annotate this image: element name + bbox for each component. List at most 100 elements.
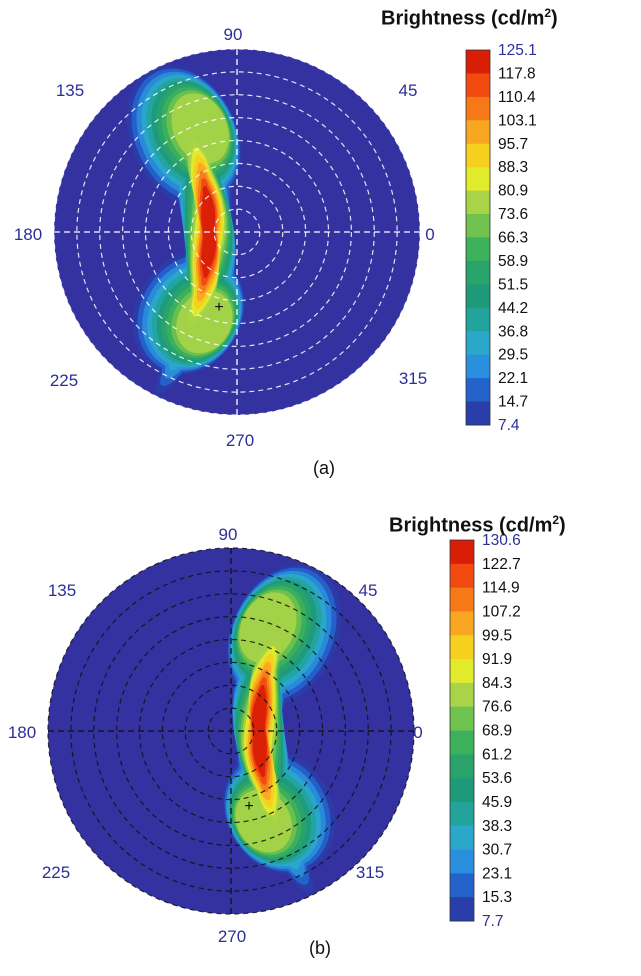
colorbar-tick-label: 114.9 — [482, 580, 520, 597]
angle-label-0: 0 — [413, 723, 422, 742]
marker-plus: + — [214, 299, 223, 316]
colorbar-tick-label: 117.8 — [498, 65, 536, 82]
colorbar-title-b: Brightness (cd/m2) — [389, 513, 566, 537]
colorbar-segment — [466, 143, 490, 168]
contour-group — [223, 564, 342, 893]
marker-plus: + — [244, 798, 253, 815]
colorbar-tick-label: 14.7 — [498, 394, 528, 411]
colorbar-segment — [466, 307, 490, 332]
colorbar-tick-label: 7.7 — [482, 913, 504, 930]
colorbar-segment — [450, 754, 474, 779]
contour-level — [171, 93, 229, 164]
colorbar-tick-label: 53.6 — [482, 770, 512, 787]
angle-label-225: 225 — [42, 863, 70, 882]
colorbar-tick-label: 91.9 — [482, 651, 512, 668]
colorbar-segment — [450, 730, 474, 755]
colorbar-tick-label: 15.3 — [482, 889, 512, 906]
angle-label-45: 45 — [399, 81, 418, 100]
grid-ring — [122, 117, 352, 347]
polar-chart-b: +90 45 0 315 270 225 180 135 130.6 122.7 114.9 107.… — [0, 488, 641, 976]
colorbar-tick-label: 7.4 — [498, 417, 520, 434]
colorbar-segment — [450, 540, 474, 565]
colorbar-tick-label: 61.2 — [482, 746, 512, 763]
colorbar-tick-label: 80.9 — [498, 183, 528, 200]
colorbar-title-a: Brightness (cd/m2) — [381, 6, 558, 30]
colorbar-segment — [450, 778, 474, 803]
angle-label-315: 315 — [356, 863, 384, 882]
colorbar-tick-label: 95.7 — [498, 136, 528, 153]
caption-b: (b) — [309, 938, 331, 958]
colorbar-frame — [465, 49, 491, 426]
colorbar-segment — [466, 260, 490, 285]
colorbar-segment — [466, 214, 490, 238]
colorbar-segment — [450, 611, 474, 636]
colorbar-tick-label: 99.5 — [482, 627, 512, 644]
colorbar-tick-label: 122.7 — [482, 556, 521, 573]
colorbar-segment — [450, 659, 474, 684]
colorbar-segment — [450, 873, 474, 898]
colorbar-tick-label: 51.5 — [498, 276, 528, 293]
polar-chart-a: +90 45 0 315 270 225 180 135 125.1 117.8 110.4 103.… — [14, 6, 558, 478]
colorbar-tick-label: 107.2 — [482, 603, 521, 620]
contour-level — [239, 592, 297, 663]
colorbar-segment — [466, 120, 490, 145]
colorbar-frame — [449, 539, 475, 922]
colorbar-segment — [450, 563, 474, 589]
colorbar-tick-label: 45.9 — [482, 794, 512, 811]
colorbar-segment — [466, 96, 490, 121]
colorbar-segment — [466, 73, 490, 98]
colorbar-tick-label: 23.1 — [482, 865, 512, 882]
colorbar-tick-label: 125.1 — [498, 42, 537, 59]
colorbar-tick-label: 36.8 — [498, 323, 528, 340]
colorbar-segment — [450, 825, 474, 851]
colorbar-tick-label: 22.1 — [498, 370, 528, 387]
contour-level — [176, 290, 233, 354]
angle-label-315: 315 — [399, 369, 427, 388]
angle-label-0: 0 — [425, 225, 434, 244]
angle-label-180: 180 — [8, 723, 36, 742]
grid-ring — [116, 616, 346, 846]
grid-ring — [184, 684, 278, 778]
colorbar-segment — [466, 50, 490, 74]
angle-label-45: 45 — [359, 581, 378, 600]
colorbar-tick-label: 66.3 — [498, 230, 528, 247]
colorbar-tick-label: 84.3 — [482, 675, 512, 692]
angle-label-90: 90 — [219, 525, 238, 544]
colorbar-segment — [450, 897, 474, 922]
caption-a: (a) — [313, 458, 335, 478]
colorbar-segment — [466, 401, 490, 426]
colorbar-tick-label: 76.6 — [482, 699, 512, 716]
colorbar-tick-label: 30.7 — [482, 842, 512, 859]
colorbar-tick-label: 38.3 — [482, 818, 512, 835]
colorbar-tick-label: 130.6 — [482, 532, 521, 549]
colorbar-segment — [450, 849, 474, 874]
colorbar-tick-label: 68.9 — [482, 723, 512, 740]
colorbar-tick-label: 110.4 — [498, 89, 536, 106]
colorbar-tick-label: 29.5 — [498, 347, 528, 364]
colorbar-segment — [466, 167, 490, 192]
colorbar-segment — [466, 190, 490, 215]
angle-label-270: 270 — [226, 431, 254, 450]
angle-label-270: 270 — [218, 927, 246, 946]
colorbar-segment — [466, 237, 490, 262]
angle-label-135: 135 — [56, 81, 84, 100]
colorbar-tick-label: 103.1 — [498, 112, 537, 129]
grid-ring — [190, 185, 284, 279]
colorbar-tick-label: 58.9 — [498, 253, 528, 270]
colorbar-segment — [450, 801, 474, 827]
angle-label-225: 225 — [50, 371, 78, 390]
angle-label-135: 135 — [48, 581, 76, 600]
colorbar-tick-label: 73.6 — [498, 206, 528, 223]
colorbar-tick-label: 88.3 — [498, 159, 528, 176]
angle-label-90: 90 — [224, 25, 243, 44]
colorbar-segment — [466, 331, 490, 356]
colorbar-tick-label: 44.2 — [498, 300, 528, 317]
colorbar-segment — [450, 635, 474, 660]
polar-chart-b-svg: +90 45 0 315 270 225 180 135 130.6 122.7 114.9 107.… — [8, 525, 521, 946]
colorbar-segment — [450, 587, 474, 612]
angle-label-180: 180 — [14, 225, 42, 244]
colorbar-segment — [450, 682, 474, 708]
polar-chart-a-svg: +90 45 0 315 270 225 180 135 125.1 117.8 110.4 103.… — [14, 25, 537, 450]
colorbar-segment — [466, 378, 490, 403]
contour-group — [126, 65, 245, 394]
